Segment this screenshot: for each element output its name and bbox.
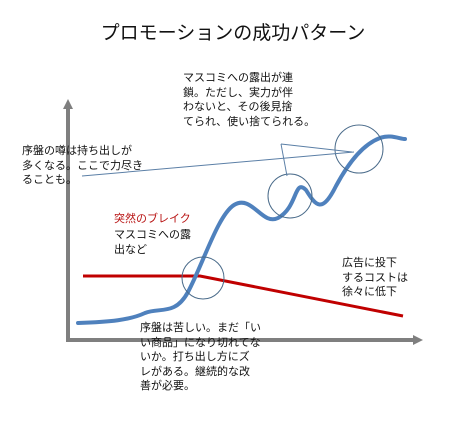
media-chain-highlight-circle-2 [334, 124, 384, 174]
annotation-breakout-description: マスコミへの露 出など [114, 228, 191, 256]
callout-line-media-chain-1 [280, 143, 288, 177]
annotation-word-of-mouth: 序盤の噂は持ち出しが 多くなる。ここで力尽き ることも。 [22, 144, 143, 186]
media-chain-highlight-circle-1 [267, 173, 313, 219]
popularity-curve [76, 134, 407, 325]
callout-line-media-chain-2 [280, 143, 353, 153]
annotation-media-chain: マスコミへの露出が連 鎖。ただし、実力が伴 わないと、その後見捨 てられ、使い捨… [183, 71, 316, 128]
diagram-title: プロモーションの成功パターン [100, 22, 366, 44]
annotation-breakout-title: 突然のブレイク [114, 212, 191, 225]
ad-cost-line [83, 274, 404, 318]
annotation-ad-cost: 広告に投下 するコストは 徐々に低下 [342, 256, 408, 298]
breakout-highlight-circle [181, 256, 225, 300]
annotation-early-stage: 序盤は苦しい。まだ「い い商品」になり切れてな いか。打ち出し方にズ レがある。… [140, 321, 261, 392]
callout-line-word-of-mouth [81, 151, 355, 177]
